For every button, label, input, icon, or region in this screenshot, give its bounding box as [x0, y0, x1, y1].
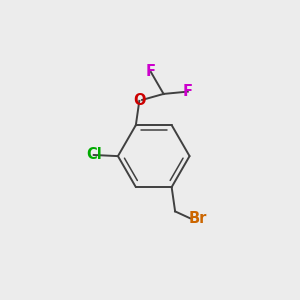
- Text: O: O: [133, 93, 145, 108]
- Text: Cl: Cl: [86, 148, 102, 163]
- Text: Br: Br: [189, 211, 207, 226]
- Text: F: F: [146, 64, 156, 80]
- Text: F: F: [183, 84, 193, 99]
